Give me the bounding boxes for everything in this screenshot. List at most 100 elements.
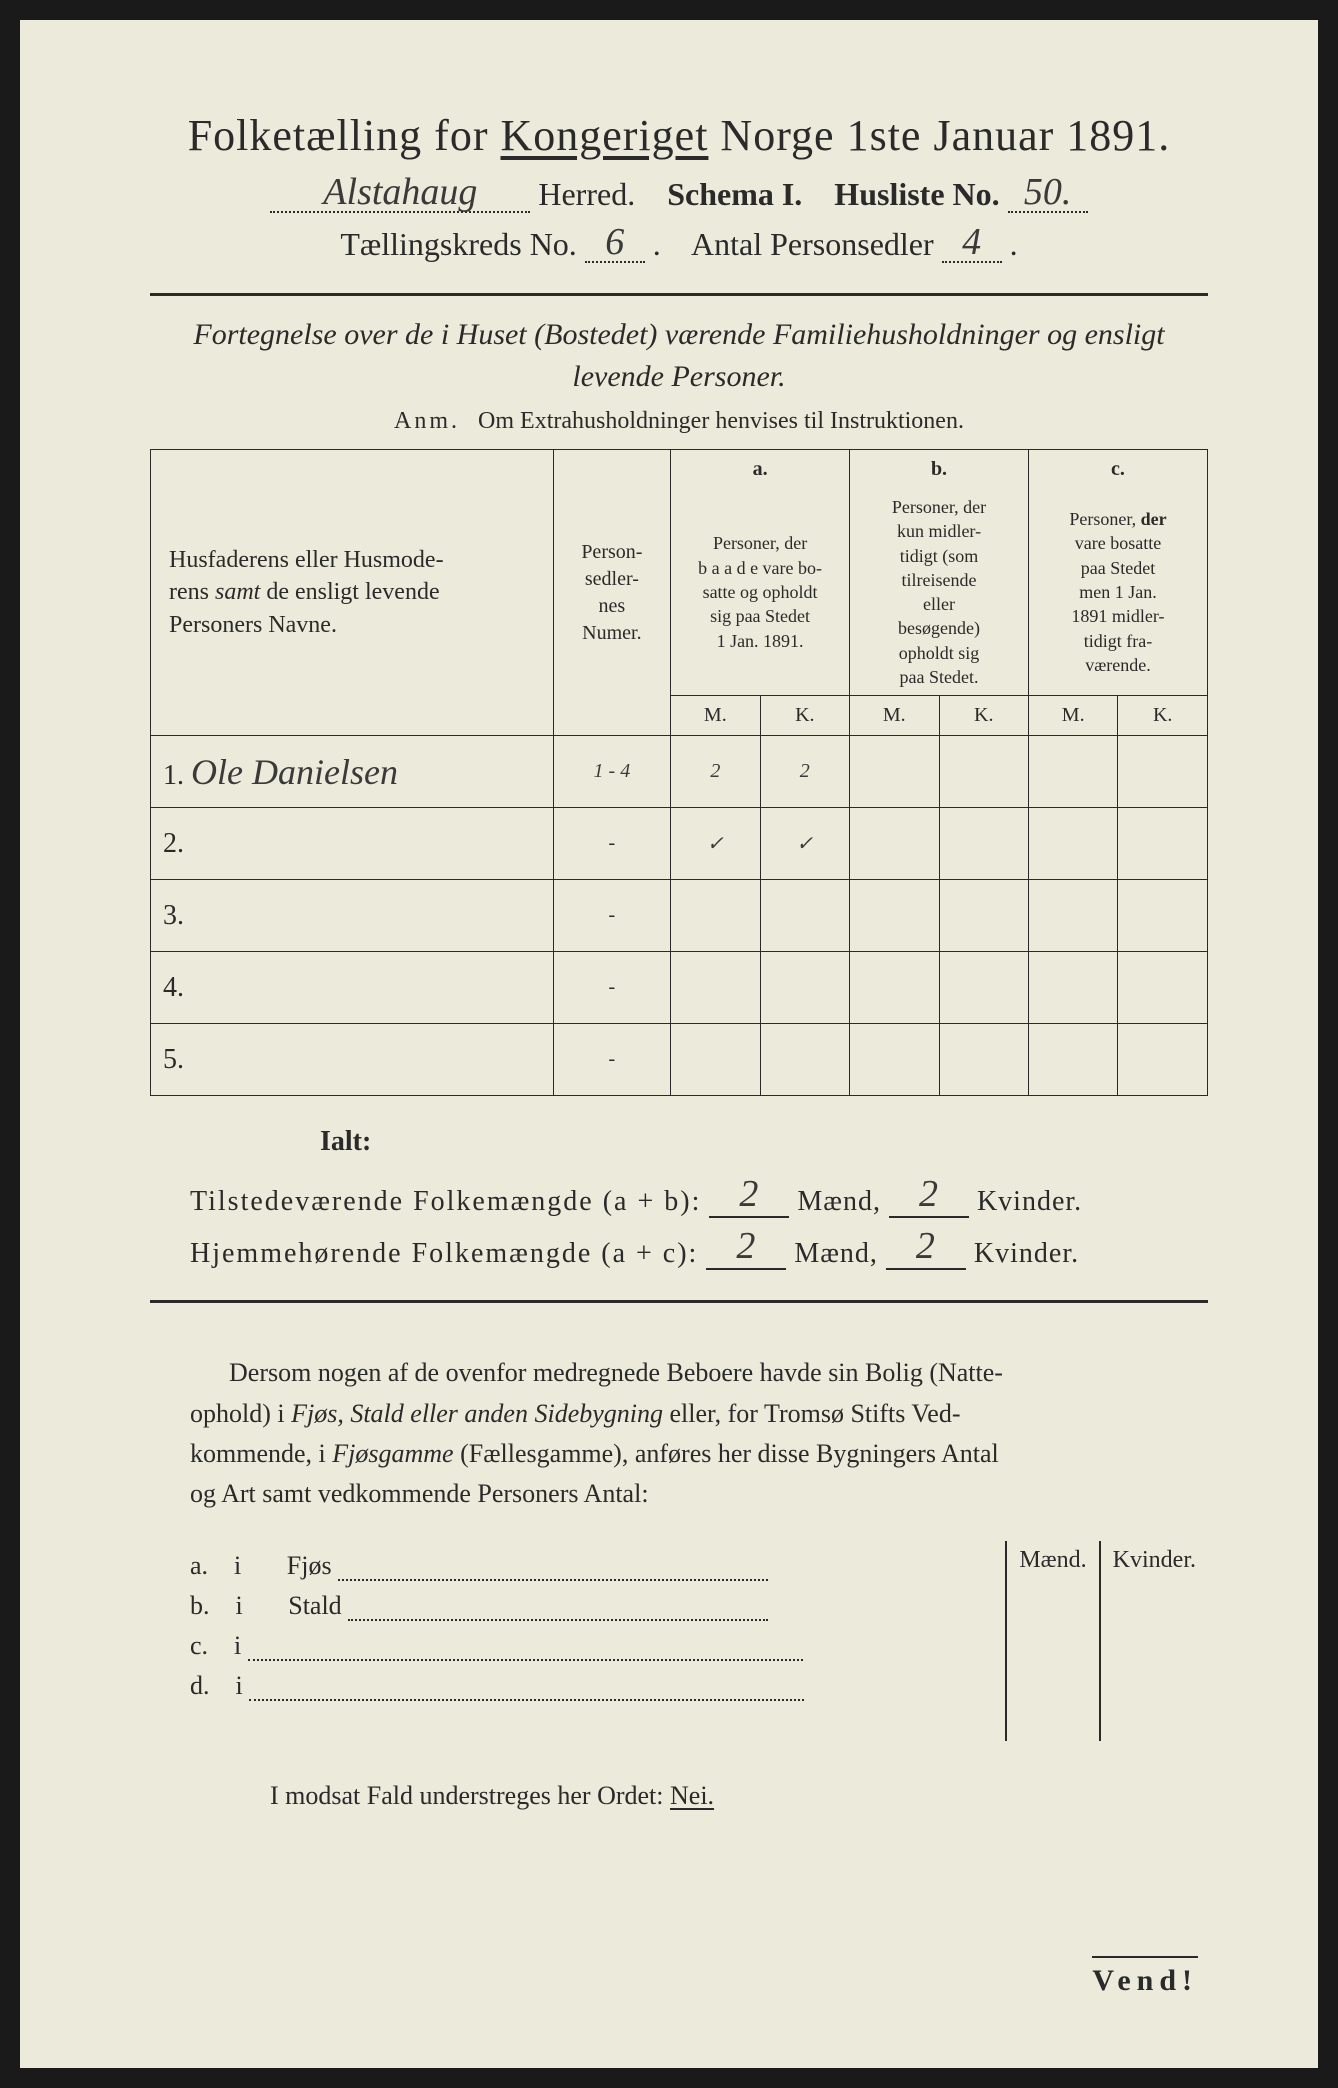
th-b-m: M. <box>850 696 939 736</box>
anm-text: Om Extrahusholdninger henvises til Instr… <box>478 408 964 434</box>
bldg-row-a: a. i Fjøs <box>190 1551 1005 1581</box>
cell-bm <box>850 880 939 952</box>
cell-am <box>671 952 760 1024</box>
table-row: 5. - <box>151 1024 1208 1096</box>
divider-1 <box>150 293 1208 296</box>
cell-ak <box>760 880 849 952</box>
cell-cm <box>1028 1024 1117 1096</box>
th-a-text: Personer, derb a a d e vare bo-satte og … <box>671 489 850 696</box>
ialt-label: Ialt: <box>320 1126 1208 1158</box>
bldg-col-m: Mænd. <box>1007 1541 1098 1741</box>
cell-name: 4. <box>151 952 554 1024</box>
cell-am <box>671 1024 760 1096</box>
bldg-row-b: b. i Stald <box>190 1591 1005 1621</box>
th-b-k: K. <box>939 696 1028 736</box>
sum2-k: 2 <box>886 1224 966 1270</box>
table-body: 1. Ole Danielsen 1 - 4 2 2 2. - ✓ ✓ <box>151 736 1208 1096</box>
modsat-line: I modsat Fald understreges her Ordet: Ne… <box>270 1781 1208 1811</box>
cell-name: 5. <box>151 1024 554 1096</box>
buildings-cols: Mænd. Kvinder. <box>1005 1541 1208 1741</box>
cell-ak <box>760 1024 849 1096</box>
table-row: 4. - <box>151 952 1208 1024</box>
vend-label: Vend! <box>1092 1956 1198 1998</box>
main-table: Husfaderens eller Husmode-rens samt de e… <box>150 449 1208 1096</box>
cell-name: 2. <box>151 808 554 880</box>
cell-cm <box>1028 736 1117 808</box>
nei-word: Nei. <box>670 1781 714 1810</box>
th-a-label: a. <box>671 450 850 490</box>
th-a-k: K. <box>760 696 849 736</box>
cell-ak <box>760 952 849 1024</box>
main-title: Folketælling for Kongeriget Norge 1ste J… <box>150 110 1208 161</box>
th-names: Husfaderens eller Husmode-rens samt de e… <box>151 450 554 736</box>
schema-label: Schema I. <box>667 176 802 212</box>
cell-numer: - <box>553 1024 670 1096</box>
cell-am: ✓ <box>671 808 760 880</box>
th-a-m: M. <box>671 696 760 736</box>
census-form-page: Folketælling for Kongeriget Norge 1ste J… <box>20 20 1318 2068</box>
table-row: 1. Ole Danielsen 1 - 4 2 2 <box>151 736 1208 808</box>
anm-note: Anm. Om Extrahusholdninger henvises til … <box>150 408 1208 435</box>
sum1-k: 2 <box>889 1172 969 1218</box>
cell-am <box>671 880 760 952</box>
herred-label: Herred. <box>538 176 635 212</box>
maend-label: Mænd, <box>797 1186 889 1217</box>
th-c-label: c. <box>1028 450 1207 490</box>
header-line-3: Tællingskreds No. 6 . Antal Personsedler… <box>150 223 1208 263</box>
antal-label: Antal Personsedler <box>691 226 934 262</box>
bldg-row-d: d. i <box>190 1671 1005 1701</box>
divider-2 <box>150 1300 1208 1303</box>
cell-bk <box>939 880 1028 952</box>
sum2-label: Hjemmehørende Folkemængde (a + c): <box>190 1238 698 1269</box>
cell-numer: 1 - 4 <box>553 736 670 808</box>
th-c-text: Personer, dervare bosattepaa Stedetmen 1… <box>1028 489 1207 696</box>
building-paragraph: Dersom nogen af de ovenfor medregnede Be… <box>190 1353 1208 1514</box>
buildings-section: a. i Fjøs b. i Stald c. i d. i <box>190 1541 1208 1741</box>
anm-label: Anm. <box>394 408 460 434</box>
cell-bk <box>939 808 1028 880</box>
cell-name: 3. <box>151 880 554 952</box>
bldg-col-k: Kvinder. <box>1099 1541 1208 1741</box>
sum1-label: Tilstedeværende Folkemængde (a + b): <box>190 1186 701 1217</box>
table-row: 3. - <box>151 880 1208 952</box>
kvinder-label: Kvinder. <box>977 1186 1082 1217</box>
th-b-text: Personer, derkun midler-tidigt (somtilre… <box>850 489 1029 696</box>
cell-cm <box>1028 880 1117 952</box>
sum-line-2: Hjemmehørende Folkemængde (a + c): 2 Mæn… <box>190 1224 1208 1270</box>
buildings-list: a. i Fjøs b. i Stald c. i d. i <box>190 1541 1005 1741</box>
cell-bk <box>939 1024 1028 1096</box>
cell-bk <box>939 952 1028 1024</box>
kreds-value: 6 <box>585 223 645 263</box>
cell-name: 1. Ole Danielsen <box>151 736 554 808</box>
maend-label-2: Mænd, <box>794 1238 886 1269</box>
husliste-label: Husliste No. <box>834 176 999 212</box>
sum1-m: 2 <box>709 1172 789 1218</box>
kvinder-label-2: Kvinder. <box>974 1238 1079 1269</box>
cell-ck <box>1118 1024 1208 1096</box>
cell-numer: - <box>553 952 670 1024</box>
cell-ck <box>1118 880 1208 952</box>
header-line-2: Alstahaug Herred. Schema I. Husliste No.… <box>150 173 1208 213</box>
cell-ck <box>1118 736 1208 808</box>
title-pre: Folketælling for <box>188 111 501 160</box>
cell-cm <box>1028 952 1117 1024</box>
table-row: 2. - ✓ ✓ <box>151 808 1208 880</box>
th-b-label: b. <box>850 450 1029 490</box>
cell-bk <box>939 736 1028 808</box>
antal-value: 4 <box>942 223 1002 263</box>
cell-bm <box>850 1024 939 1096</box>
modsat-text: I modsat Fald understreges her Ordet: <box>270 1781 670 1810</box>
form-subtitle: Fortegnelse over de i Huset (Bostedet) v… <box>150 314 1208 398</box>
kreds-label: Tællingskreds No. <box>340 226 576 262</box>
cell-am: 2 <box>671 736 760 808</box>
cell-bm <box>850 736 939 808</box>
sum2-m: 2 <box>706 1224 786 1270</box>
husliste-value: 50. <box>1008 173 1088 213</box>
title-underlined: Kongeriget <box>500 111 708 160</box>
th-numer: Person-sedler-nesNumer. <box>553 450 670 736</box>
herred-value: Alstahaug <box>270 173 530 213</box>
th-c-k: K. <box>1118 696 1208 736</box>
cell-bm <box>850 808 939 880</box>
cell-cm <box>1028 808 1117 880</box>
cell-ak: ✓ <box>760 808 849 880</box>
